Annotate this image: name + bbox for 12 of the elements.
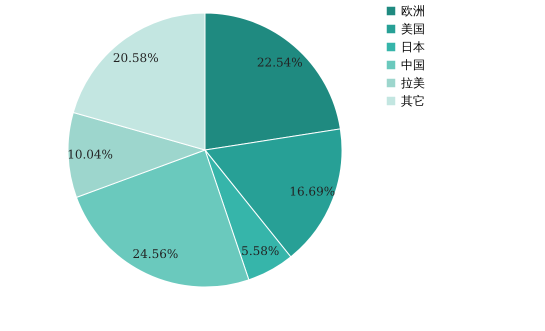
data-label: 24.56% xyxy=(132,246,178,261)
data-label: 16.69% xyxy=(289,184,336,199)
data-label: 5.58% xyxy=(241,244,280,258)
data-label: 10.04% xyxy=(67,147,113,162)
legend-label: 美国 xyxy=(401,22,425,36)
legend-label: 其它 xyxy=(401,94,425,108)
legend-label: 拉美 xyxy=(401,76,425,90)
legend-label: 日本 xyxy=(401,40,425,54)
data-label: 20.58% xyxy=(112,51,159,66)
data-label: 22.54% xyxy=(256,56,303,70)
legend-label: 中国 xyxy=(401,58,425,72)
legend-label: 欧洲 xyxy=(401,4,425,18)
